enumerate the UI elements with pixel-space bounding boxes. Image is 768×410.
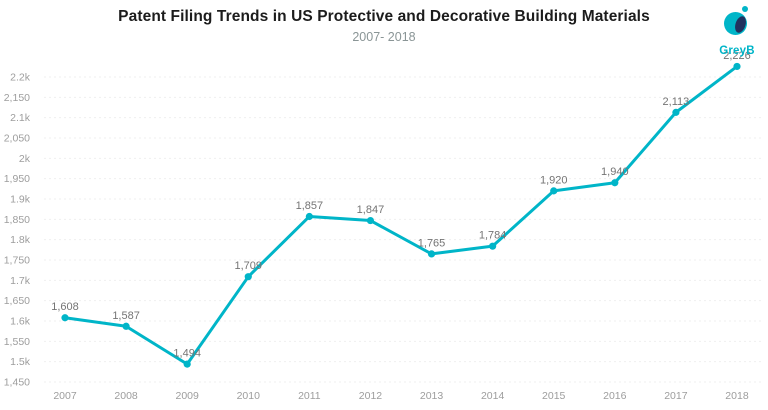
y-axis-tick-label: 2k xyxy=(19,153,31,165)
y-axis-tick-label: 1.8k xyxy=(10,234,31,246)
y-axis-tick-label: 2,050 xyxy=(4,133,30,145)
data-point-2017 xyxy=(672,108,680,116)
data-label-2015: 1,920 xyxy=(540,174,568,186)
data-point-2015 xyxy=(550,187,558,195)
data-point-2011 xyxy=(305,212,313,221)
greyb-logo-text: GreyB xyxy=(719,45,755,57)
y-axis-tick-label: 1,650 xyxy=(4,295,30,307)
greyb-logo-icon xyxy=(724,6,748,35)
x-axis-tick-label: 2014 xyxy=(481,390,505,402)
data-point-2014 xyxy=(489,242,497,250)
data-point-2007 xyxy=(61,314,69,322)
y-axis-tick-label: 2.1k xyxy=(10,112,31,124)
y-axis-tick-label: 1,850 xyxy=(4,214,30,226)
data-label-2018: 2,226 xyxy=(723,50,751,62)
x-axis-tick-label: 2010 xyxy=(237,390,261,402)
trend-line xyxy=(63,64,739,366)
x-axis-tick-label: 2018 xyxy=(725,390,749,402)
data-label-2010: 1,709 xyxy=(235,260,263,272)
data-label-2016: 1,940 xyxy=(601,166,629,178)
x-axis-tick-label: 2012 xyxy=(359,390,383,402)
x-axis-tick-label: 2007 xyxy=(53,390,77,402)
x-axis-tick-label: 2015 xyxy=(542,390,566,402)
data-label-2007: 1,608 xyxy=(51,301,79,313)
x-axis-tick-label: 2011 xyxy=(298,390,321,402)
data-label-2011: 1,857 xyxy=(296,200,324,212)
x-axis-tick-label: 2017 xyxy=(664,390,688,402)
y-axis-tick-label: 1,450 xyxy=(4,377,30,389)
y-axis-tick-label: 2.2k xyxy=(10,72,31,84)
greyb-logo: GreyB xyxy=(714,5,760,57)
y-axis-tick-label: 1.9k xyxy=(10,194,31,206)
y-axis-tick-label: 1,750 xyxy=(4,255,30,267)
data-point-2016 xyxy=(611,179,619,187)
data-point-2009 xyxy=(183,360,191,368)
data-point-2012 xyxy=(366,216,375,225)
data-label-2013: 1,765 xyxy=(418,237,446,249)
y-axis-tick-label: 1.5k xyxy=(10,356,31,368)
x-axis-tick-label: 2009 xyxy=(176,390,200,402)
x-axis-tick-label: 2016 xyxy=(603,390,627,402)
y-axis-tick-label: 1.6k xyxy=(10,316,31,328)
data-label-2009: 1,494 xyxy=(173,348,201,360)
data-point-2010 xyxy=(244,273,252,281)
data-point-2018 xyxy=(733,62,741,71)
data-label-2008: 1,587 xyxy=(112,310,140,322)
y-axis-tick-label: 1.7k xyxy=(10,275,31,287)
data-label-2014: 1,784 xyxy=(479,230,507,242)
x-axis-tick-label: 2008 xyxy=(114,390,138,402)
data-point-2013 xyxy=(427,250,436,258)
y-axis-tick-label: 1,950 xyxy=(4,173,30,185)
data-label-2017: 2,113 xyxy=(663,96,690,108)
y-axis-tick-label: 1,550 xyxy=(4,336,30,348)
x-axis-tick-label: 2013 xyxy=(420,390,444,402)
data-label-2012: 1,847 xyxy=(357,204,385,216)
data-point-2008 xyxy=(122,322,130,330)
y-axis-tick-label: 2,150 xyxy=(4,92,30,104)
